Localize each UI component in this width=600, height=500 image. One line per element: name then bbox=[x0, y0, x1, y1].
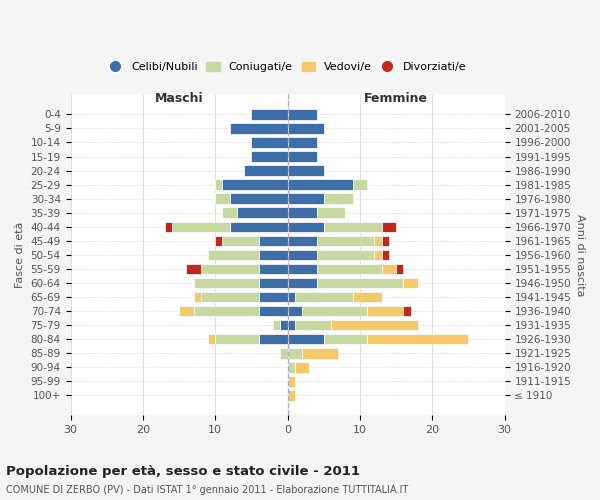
Bar bbox=[164, 222, 172, 232]
Bar bbox=[353, 180, 367, 190]
Bar bbox=[287, 180, 353, 190]
Bar bbox=[280, 348, 287, 358]
Bar bbox=[201, 264, 259, 274]
Bar bbox=[374, 250, 382, 260]
Bar bbox=[403, 278, 418, 288]
Bar bbox=[287, 292, 295, 302]
Bar bbox=[324, 194, 353, 204]
Bar bbox=[287, 123, 324, 134]
Bar bbox=[324, 222, 382, 232]
Bar bbox=[295, 320, 331, 330]
Text: Maschi: Maschi bbox=[155, 92, 203, 104]
Bar bbox=[215, 194, 230, 204]
Bar bbox=[374, 236, 382, 246]
Bar bbox=[223, 236, 259, 246]
Bar bbox=[324, 334, 367, 344]
Bar bbox=[287, 222, 324, 232]
Bar bbox=[287, 250, 317, 260]
Bar bbox=[223, 208, 237, 218]
Bar bbox=[287, 320, 295, 330]
Text: Popolazione per età, sesso e stato civile - 2011: Popolazione per età, sesso e stato civil… bbox=[6, 464, 360, 477]
Bar bbox=[287, 376, 295, 386]
Bar bbox=[230, 222, 287, 232]
Bar bbox=[194, 292, 201, 302]
Bar bbox=[186, 264, 201, 274]
Bar bbox=[251, 137, 287, 147]
Bar bbox=[237, 208, 287, 218]
Bar bbox=[287, 194, 324, 204]
Bar bbox=[259, 250, 287, 260]
Bar bbox=[215, 180, 223, 190]
Bar bbox=[396, 264, 403, 274]
Bar bbox=[230, 123, 287, 134]
Bar bbox=[172, 222, 230, 232]
Bar bbox=[223, 180, 287, 190]
Bar bbox=[201, 292, 259, 302]
Text: COMUNE DI ZERBO (PV) - Dati ISTAT 1° gennaio 2011 - Elaborazione TUTTITALIA.IT: COMUNE DI ZERBO (PV) - Dati ISTAT 1° gen… bbox=[6, 485, 408, 495]
Bar bbox=[287, 278, 317, 288]
Bar bbox=[382, 250, 389, 260]
Bar bbox=[287, 264, 317, 274]
Bar bbox=[367, 334, 469, 344]
Bar bbox=[287, 137, 317, 147]
Bar bbox=[382, 264, 396, 274]
Bar bbox=[382, 222, 396, 232]
Bar bbox=[208, 250, 259, 260]
Bar bbox=[287, 151, 317, 162]
Bar bbox=[317, 278, 403, 288]
Bar bbox=[287, 362, 295, 372]
Bar bbox=[287, 109, 317, 120]
Bar bbox=[194, 278, 259, 288]
Bar bbox=[273, 320, 280, 330]
Bar bbox=[259, 278, 287, 288]
Bar bbox=[244, 166, 287, 176]
Bar bbox=[194, 306, 259, 316]
Bar bbox=[287, 334, 324, 344]
Bar bbox=[259, 334, 287, 344]
Bar bbox=[295, 362, 309, 372]
Bar bbox=[403, 306, 410, 316]
Y-axis label: Anni di nascita: Anni di nascita bbox=[575, 214, 585, 296]
Bar bbox=[317, 208, 346, 218]
Bar bbox=[259, 236, 287, 246]
Bar bbox=[287, 166, 324, 176]
Y-axis label: Fasce di età: Fasce di età bbox=[15, 222, 25, 288]
Bar bbox=[251, 151, 287, 162]
Bar bbox=[302, 306, 367, 316]
Bar bbox=[230, 194, 287, 204]
Bar bbox=[287, 390, 295, 400]
Bar bbox=[280, 320, 287, 330]
Bar bbox=[259, 264, 287, 274]
Bar bbox=[317, 264, 382, 274]
Bar bbox=[208, 334, 215, 344]
Text: Femmine: Femmine bbox=[364, 92, 428, 104]
Bar bbox=[367, 306, 403, 316]
Bar bbox=[317, 236, 374, 246]
Bar bbox=[179, 306, 194, 316]
Legend: Celibi/Nubili, Coniugati/e, Vedovi/e, Divorziati/e: Celibi/Nubili, Coniugati/e, Vedovi/e, Di… bbox=[106, 58, 470, 76]
Bar bbox=[215, 236, 223, 246]
Bar bbox=[295, 292, 353, 302]
Bar bbox=[259, 306, 287, 316]
Bar bbox=[287, 236, 317, 246]
Bar bbox=[215, 334, 259, 344]
Bar bbox=[259, 292, 287, 302]
Bar bbox=[287, 348, 302, 358]
Bar bbox=[353, 292, 382, 302]
Bar bbox=[251, 109, 287, 120]
Bar bbox=[331, 320, 418, 330]
Bar bbox=[382, 236, 389, 246]
Bar bbox=[317, 250, 374, 260]
Bar bbox=[302, 348, 338, 358]
Bar bbox=[287, 208, 317, 218]
Bar bbox=[287, 306, 302, 316]
